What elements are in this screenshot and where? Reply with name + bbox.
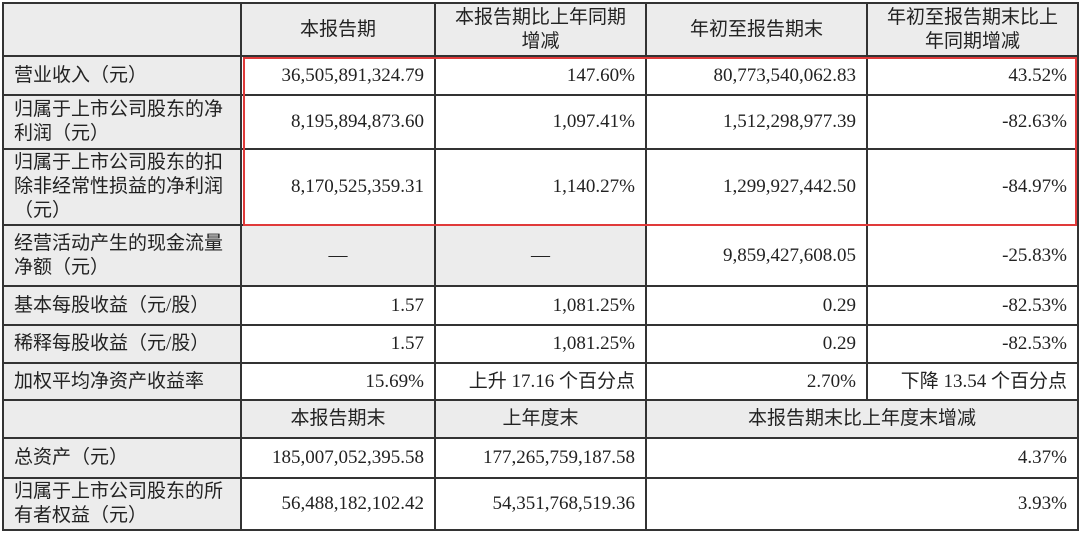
cell: 1,081.25% [434, 324, 647, 364]
header-cell: 年初至报告期末 [645, 2, 868, 57]
cell: 185,007,052,395.58 [240, 437, 436, 479]
cell: — [240, 224, 436, 287]
cell: 8,195,894,873.60 [240, 94, 436, 150]
header-cell: 年初至报告期末比上年同期增减 [866, 2, 1079, 57]
cell: 1,512,298,977.39 [645, 94, 868, 150]
cell: 1,299,927,442.50 [645, 148, 868, 226]
cell: 56,488,182,102.42 [240, 477, 436, 531]
row-label: 稀释每股收益（元/股） [2, 324, 242, 364]
row-label: 加权平均净资产收益率 [2, 362, 242, 401]
cell: 上升 17.16 个百分点 [434, 362, 647, 401]
cell: 3.93% [645, 477, 1079, 531]
cell: 177,265,759,187.58 [434, 437, 647, 479]
table-row: 营业收入（元） 36,505,891,324.79 147.60% 80,773… [2, 55, 1079, 96]
cell: 1.57 [240, 324, 436, 364]
header-row: 本报告期 本报告期比上年同期增减 年初至报告期末 年初至报告期末比上年同期增减 [2, 2, 1079, 57]
cell: 43.52% [866, 55, 1079, 96]
header-cell [2, 2, 242, 57]
cell: -82.53% [866, 285, 1079, 326]
cell: 1,081.25% [434, 285, 647, 326]
cell: 0.29 [645, 285, 868, 326]
cell: -25.83% [866, 224, 1079, 287]
cell: 下降 13.54 个百分点 [866, 362, 1079, 401]
cell: 1,140.27% [434, 148, 647, 226]
table-row: 稀释每股收益（元/股） 1.57 1,081.25% 0.29 -82.53% [2, 324, 1079, 364]
header-cell: 本报告期末 [240, 399, 436, 439]
header-cell: 本报告期 [240, 2, 436, 57]
cell: — [434, 224, 647, 287]
cell: 2.70% [645, 362, 868, 401]
header-cell: 本报告期末比上年度末增减 [645, 399, 1079, 439]
cell: -82.63% [866, 94, 1079, 150]
cell: 1,097.41% [434, 94, 647, 150]
cell: 80,773,540,062.83 [645, 55, 868, 96]
cell: 54,351,768,519.36 [434, 477, 647, 531]
row-label: 归属于上市公司股东的所有者权益（元） [2, 477, 242, 531]
cell: 1.57 [240, 285, 436, 326]
cell: 15.69% [240, 362, 436, 401]
header-cell: 上年度末 [434, 399, 647, 439]
table-row: 归属于上市公司股东的净利润（元） 8,195,894,873.60 1,097.… [2, 94, 1079, 150]
cell: 4.37% [645, 437, 1079, 479]
table-row: 加权平均净资产收益率 15.69% 上升 17.16 个百分点 2.70% 下降… [2, 362, 1079, 401]
cell: 147.60% [434, 55, 647, 96]
row-label: 总资产（元） [2, 437, 242, 479]
table-row: 经营活动产生的现金流量净额（元） — — 9,859,427,608.05 -2… [2, 224, 1079, 287]
row-label: 经营活动产生的现金流量净额（元） [2, 224, 242, 287]
row-label: 归属于上市公司股东的扣除非经常性损益的净利润（元） [2, 148, 242, 226]
cell: 36,505,891,324.79 [240, 55, 436, 96]
table-row: 总资产（元） 185,007,052,395.58 177,265,759,18… [2, 437, 1079, 479]
cell: -84.97% [866, 148, 1079, 226]
header-cell [2, 399, 242, 439]
table-row: 归属于上市公司股东的扣除非经常性损益的净利润（元） 8,170,525,359.… [2, 148, 1079, 226]
cell: 0.29 [645, 324, 868, 364]
cell: -82.53% [866, 324, 1079, 364]
row-label: 基本每股收益（元/股） [2, 285, 242, 326]
row-label: 归属于上市公司股东的净利润（元） [2, 94, 242, 150]
header-row-2: 本报告期末 上年度末 本报告期末比上年度末增减 [2, 399, 1079, 439]
header-cell: 本报告期比上年同期增减 [434, 2, 647, 57]
cell: 8,170,525,359.31 [240, 148, 436, 226]
table-row: 归属于上市公司股东的所有者权益（元） 56,488,182,102.42 54,… [2, 477, 1079, 531]
table-row: 基本每股收益（元/股） 1.57 1,081.25% 0.29 -82.53% [2, 285, 1079, 326]
cell: 9,859,427,608.05 [645, 224, 868, 287]
row-label: 营业收入（元） [2, 55, 242, 96]
